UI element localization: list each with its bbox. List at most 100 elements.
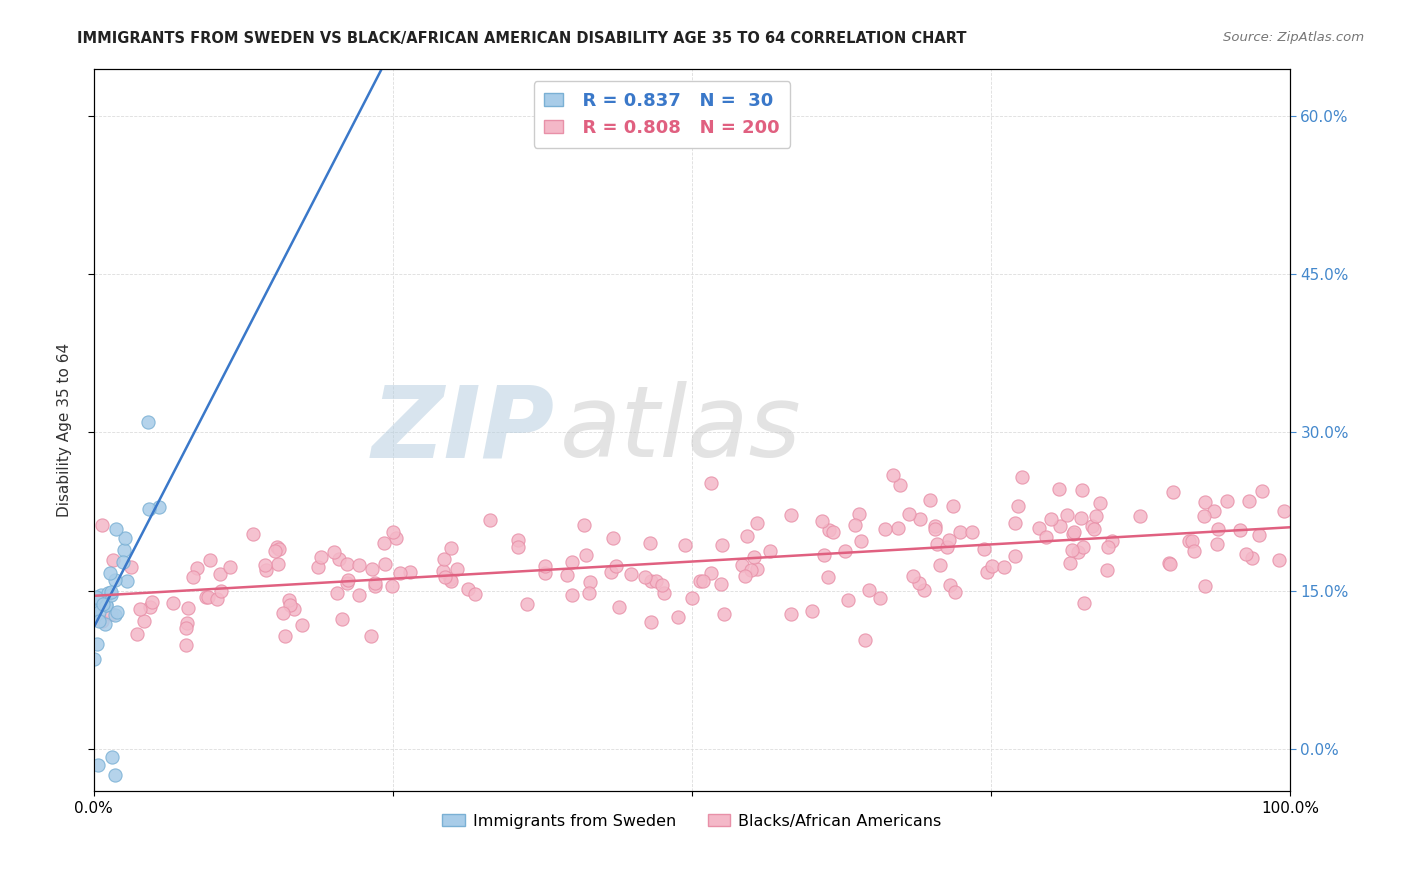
Point bbox=[620, 566, 643, 581]
Point bbox=[735, 529, 758, 543]
Point bbox=[83, 651, 105, 665]
Point bbox=[780, 607, 803, 621]
Point bbox=[700, 475, 723, 490]
Point bbox=[993, 559, 1015, 574]
Point bbox=[267, 541, 290, 556]
Point bbox=[907, 576, 929, 591]
Point bbox=[1204, 503, 1226, 517]
Point bbox=[837, 592, 859, 607]
Point bbox=[148, 500, 170, 514]
Point bbox=[1192, 509, 1215, 524]
Point bbox=[398, 566, 420, 580]
Point bbox=[198, 553, 221, 567]
Point bbox=[976, 565, 998, 579]
Point bbox=[322, 545, 344, 559]
Point bbox=[104, 768, 127, 782]
Point bbox=[634, 570, 657, 584]
Point bbox=[364, 576, 387, 591]
Point bbox=[280, 598, 302, 612]
Point bbox=[1216, 493, 1239, 508]
Point bbox=[1234, 547, 1257, 561]
Point bbox=[1161, 484, 1184, 499]
Point bbox=[1040, 511, 1063, 525]
Point bbox=[104, 573, 127, 587]
Point bbox=[138, 599, 160, 614]
Point bbox=[1240, 551, 1263, 566]
Point bbox=[197, 590, 219, 604]
Point bbox=[561, 589, 583, 603]
Point bbox=[98, 566, 121, 580]
Point bbox=[640, 615, 662, 630]
Point bbox=[731, 558, 754, 573]
Point bbox=[111, 555, 134, 569]
Point bbox=[326, 586, 349, 600]
Point bbox=[1062, 527, 1084, 541]
Point bbox=[745, 562, 768, 576]
Point bbox=[572, 518, 595, 533]
Point bbox=[578, 586, 600, 600]
Point bbox=[689, 574, 711, 588]
Point bbox=[1059, 556, 1081, 570]
Point bbox=[101, 553, 124, 567]
Point bbox=[1028, 521, 1050, 535]
Point bbox=[174, 638, 197, 652]
Point bbox=[810, 514, 832, 528]
Point bbox=[912, 582, 935, 597]
Point bbox=[446, 562, 468, 576]
Point bbox=[910, 512, 932, 526]
Point bbox=[1129, 508, 1152, 523]
Point bbox=[1178, 533, 1201, 548]
Point bbox=[818, 523, 841, 537]
Point bbox=[935, 540, 957, 554]
Point bbox=[100, 750, 122, 764]
Point bbox=[1157, 556, 1180, 570]
Point bbox=[1007, 499, 1029, 513]
Point bbox=[361, 561, 384, 575]
Point bbox=[105, 605, 128, 619]
Point bbox=[96, 598, 118, 612]
Point bbox=[882, 467, 904, 482]
Point bbox=[208, 567, 231, 582]
Point bbox=[479, 513, 502, 527]
Point bbox=[127, 627, 149, 641]
Point bbox=[1035, 530, 1057, 544]
Point bbox=[374, 557, 396, 571]
Point bbox=[117, 574, 139, 589]
Point bbox=[86, 602, 108, 616]
Point bbox=[385, 531, 408, 545]
Point bbox=[1206, 537, 1229, 551]
Point bbox=[600, 565, 623, 579]
Point bbox=[924, 522, 946, 536]
Point bbox=[801, 604, 824, 618]
Point bbox=[364, 579, 387, 593]
Point bbox=[104, 608, 127, 623]
Point bbox=[918, 492, 941, 507]
Point bbox=[713, 607, 735, 622]
Point bbox=[848, 507, 870, 521]
Point bbox=[534, 558, 557, 573]
Point bbox=[555, 568, 578, 582]
Point bbox=[1049, 518, 1071, 533]
Point bbox=[381, 579, 404, 593]
Point bbox=[1272, 504, 1295, 518]
Text: Source: ZipAtlas.com: Source: ZipAtlas.com bbox=[1223, 31, 1364, 45]
Point bbox=[254, 563, 277, 577]
Point bbox=[700, 566, 723, 580]
Point bbox=[889, 478, 911, 492]
Point bbox=[1060, 543, 1083, 558]
Point bbox=[439, 572, 461, 586]
Point bbox=[273, 606, 295, 620]
Point bbox=[309, 549, 332, 564]
Point bbox=[349, 558, 371, 573]
Point bbox=[120, 560, 142, 574]
Point bbox=[1084, 509, 1107, 524]
Point bbox=[651, 577, 673, 591]
Point bbox=[579, 574, 602, 589]
Point bbox=[962, 525, 984, 540]
Point bbox=[90, 614, 112, 628]
Point bbox=[898, 507, 921, 521]
Point bbox=[1088, 496, 1111, 510]
Point bbox=[242, 527, 264, 541]
Point bbox=[432, 564, 454, 578]
Point bbox=[1267, 553, 1289, 567]
